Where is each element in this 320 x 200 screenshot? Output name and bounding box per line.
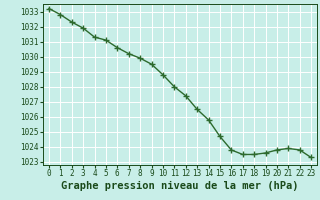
X-axis label: Graphe pression niveau de la mer (hPa): Graphe pression niveau de la mer (hPa): [61, 181, 299, 191]
